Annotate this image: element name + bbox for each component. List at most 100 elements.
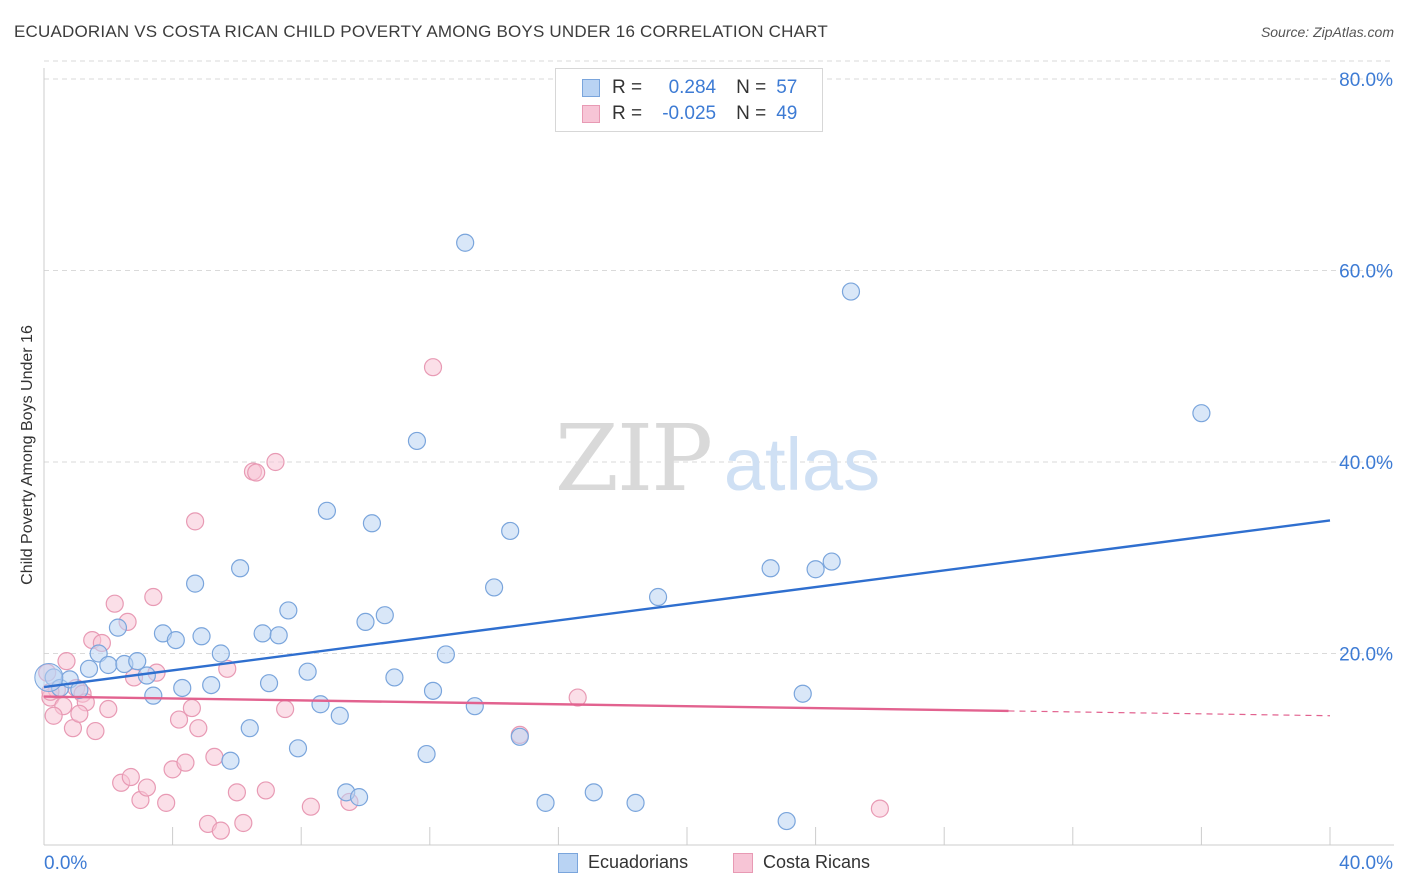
costa-rican-point: [44, 706, 63, 725]
costa-rican-point: [189, 719, 208, 738]
ecuadorian-point: [269, 626, 288, 645]
costa-rican-point: [301, 797, 320, 816]
ecuadorian-point: [356, 612, 375, 632]
legend-r-value: -0.025: [662, 103, 717, 124]
tick-labels: 20.0% 40.0% 60.0% 80.0% 0.0% 40.0%: [44, 70, 1393, 874]
costa-rican-point: [870, 799, 890, 818]
ecuadorian-point: [626, 793, 645, 812]
ecuadorian-point: [186, 574, 205, 593]
costa-rican-point: [568, 688, 587, 707]
legend-swatch-pink: [582, 105, 600, 123]
ecuadorian-point: [108, 618, 128, 637]
ecuadorian-point: [761, 559, 780, 578]
trend-line-costa-ricans-extension: [1008, 710, 1331, 717]
legend-n-value: 49: [776, 103, 798, 124]
costa-rican-point: [234, 813, 253, 833]
ecuadorian-point: [793, 684, 812, 703]
ecuadorian-point: [841, 282, 861, 301]
axes: [43, 68, 1394, 846]
x-tick-label-min: 0.0%: [44, 853, 87, 874]
costa-rican-point: [137, 778, 156, 797]
ecuadorian-point: [822, 552, 841, 571]
ecuadorian-point: [99, 655, 118, 675]
ecuadorian-point: [317, 501, 337, 520]
costa-rican-point: [105, 594, 124, 613]
ecuadorian-point: [362, 514, 382, 533]
costa-rican-point: [86, 721, 105, 741]
ecuadorian-point: [456, 233, 475, 252]
legend-swatch-pink: [733, 852, 753, 873]
costa-rican-point: [256, 781, 275, 800]
legend-n-label: N =: [736, 77, 767, 98]
ecuadorian-point: [777, 811, 796, 831]
costa-rican-point: [423, 358, 443, 377]
ecuadorian-point: [349, 788, 369, 807]
ecuadorian-point: [501, 521, 520, 541]
watermark-zip: ZIP: [555, 405, 711, 512]
y-tick-label: 80.0%: [1339, 70, 1393, 91]
trend-line-ecuadorians: [43, 519, 1331, 689]
series-legend: Ecuadorians Costa Ricans: [0, 852, 1406, 876]
ecuadorian-point: [202, 675, 221, 695]
ecuadorian-point: [192, 627, 211, 646]
costa-rican-point: [186, 512, 205, 531]
legend-r-label: R =: [612, 103, 643, 124]
ecuadorian-point: [584, 783, 603, 802]
legend-label-costa-ricans: Costa Ricans: [763, 852, 871, 872]
watermark-atlas: atlas: [724, 423, 880, 506]
ecuadorian-point: [166, 630, 185, 650]
y-tick-label: 20.0%: [1339, 645, 1393, 666]
trend-lines: [43, 519, 1331, 717]
legend-swatch-blue: [582, 79, 600, 97]
costa-rican-point: [182, 698, 201, 718]
ecuadorian-point: [288, 739, 308, 758]
ecuadorian-point: [510, 727, 529, 746]
y-tick-label: 60.0%: [1339, 262, 1393, 283]
chart-title: ECUADORIAN VS COSTA RICAN CHILD POVERTY …: [14, 22, 828, 41]
x-tick-label-max: 40.0%: [1339, 853, 1393, 874]
costa-rican-point: [99, 699, 118, 719]
ecuadorian-point: [259, 674, 279, 693]
y-tick-label: 40.0%: [1339, 453, 1393, 474]
ecuadorian-point: [806, 560, 825, 579]
ecuadorian-point: [417, 744, 436, 764]
costa-rican-point: [176, 753, 195, 772]
watermark: ZIP atlas: [555, 405, 880, 512]
legend-r-value: 0.284: [668, 77, 717, 98]
costa-rican-point: [70, 704, 89, 723]
costa-rican-point: [247, 463, 266, 482]
ecuadorian-point: [407, 431, 427, 451]
costa-rican-point: [157, 793, 176, 812]
ecuadorian-point: [279, 601, 298, 620]
ecuadorian-point: [144, 686, 163, 705]
legend-item-costa-ricans[interactable]: Costa Ricans: [733, 852, 870, 873]
costa-rican-point: [144, 587, 163, 607]
legend-row-costa-ricans: R = -0.025 N = 49: [582, 103, 797, 125]
legend-n-value: 57: [776, 77, 798, 98]
ecuadorian-point: [385, 668, 404, 687]
ecuadorian-point: [231, 559, 250, 578]
stats-legend: R = 0.284 N = 57 R = -0.025 N = 49: [555, 68, 823, 132]
costa-rican-point: [211, 821, 230, 840]
costa-rican-point: [205, 747, 224, 767]
costa-rican-point: [57, 652, 76, 671]
series-ecuadorians: [34, 233, 1211, 831]
costa-rican-point: [169, 710, 189, 729]
costa-rican-point: [276, 699, 295, 719]
ecuadorian-point: [436, 645, 455, 664]
costa-rican-point: [266, 452, 285, 472]
legend-swatch-blue: [558, 852, 578, 873]
ecuadorian-point: [485, 578, 504, 597]
legend-item-ecuadorians[interactable]: Ecuadorians: [558, 852, 688, 873]
ecuadorian-point: [375, 606, 394, 625]
ecuadorian-point: [298, 662, 317, 681]
costa-rican-point: [121, 767, 140, 787]
ecuadorian-point: [128, 652, 147, 671]
ecuadorian-point: [211, 644, 230, 663]
ecuadorian-point: [648, 587, 668, 607]
ecuadorian-point: [253, 624, 272, 643]
legend-label-ecuadorians: Ecuadorians: [588, 852, 689, 872]
ecuadorian-point: [330, 706, 349, 725]
ecuadorian-point: [240, 719, 259, 738]
